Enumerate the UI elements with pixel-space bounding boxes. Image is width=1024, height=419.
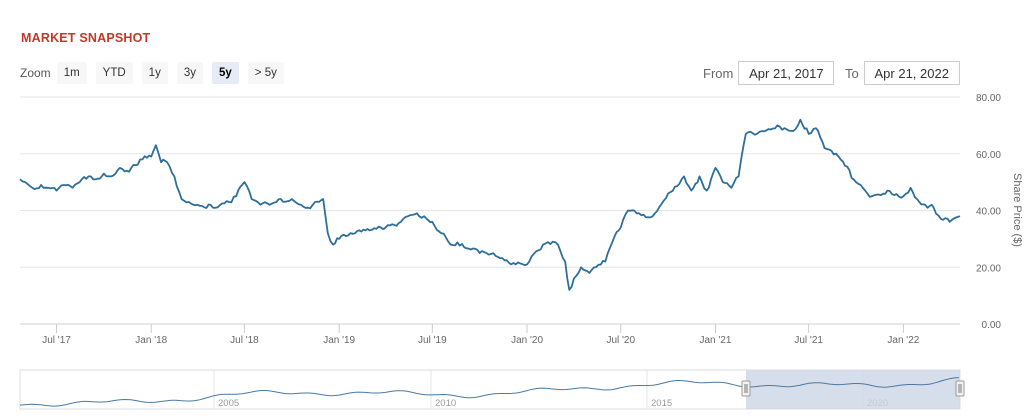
zoom-all-button[interactable]: > 5y — [247, 62, 284, 84]
zoom-5y-button[interactable]: 5y — [211, 62, 239, 84]
from-label: From — [703, 65, 734, 81]
navigator-tick-label: 2010 — [435, 398, 456, 409]
navigator[interactable]: 2005201020152020 — [19, 369, 965, 410]
navigator-selected-range — [746, 370, 960, 409]
x-tick-label: Jul '18 — [230, 335, 259, 346]
x-tick-label: Jan '22 — [887, 335, 919, 346]
share-price-line — [19, 118, 961, 291]
y-tick-label: 40.00 — [976, 207, 1001, 218]
to-date-input[interactable] — [863, 61, 960, 85]
to-label: To — [845, 65, 859, 81]
navigator-line — [19, 377, 960, 407]
y-axis: 0.00 20.00 40.00 60.00 80.00 — [976, 93, 1001, 331]
navigator-handle[interactable] — [741, 380, 751, 397]
x-tick-label: Jul '19 — [418, 335, 447, 346]
range-from: From — [703, 61, 835, 85]
x-tick-label: Jul '21 — [794, 335, 823, 346]
y-tick-label: 60.00 — [976, 150, 1001, 161]
x-tick-label: Jul '20 — [606, 335, 635, 346]
grid-lines — [20, 96, 960, 325]
x-tick-label: Jan '21 — [700, 335, 732, 346]
y-tick-label: 80.00 — [976, 93, 1001, 104]
y-axis-label: Share Price ($) — [1011, 173, 1023, 247]
x-tick-label: Jan '18 — [135, 335, 167, 346]
zoom-controls: Zoom 1m YTD 1y 3y 5y > 5y — [20, 62, 293, 84]
navigator-tick-label: 2005 — [218, 398, 239, 409]
zoom-3y-button[interactable]: 3y — [176, 62, 203, 84]
zoom-1y-button[interactable]: 1y — [141, 62, 168, 84]
x-tick-label: Jan '19 — [323, 335, 355, 346]
x-tick-label: Jul '17 — [42, 335, 71, 346]
zoom-label: Zoom — [20, 66, 51, 80]
navigator-tick-label: 2015 — [651, 398, 672, 409]
x-tick-label: Jan '20 — [511, 335, 543, 346]
from-date-input[interactable] — [738, 61, 835, 85]
page-title: MARKET SNAPSHOT — [21, 31, 151, 45]
zoom-1m-button[interactable]: 1m — [56, 62, 87, 84]
navigator-handle[interactable] — [955, 380, 965, 397]
zoom-ytd-button[interactable]: YTD — [95, 62, 133, 84]
range-to: To — [845, 61, 960, 85]
x-axis: Jul '17 Jan '18 Jul '18 Jan '19 Jul '19 Jan '… — [42, 324, 920, 346]
y-tick-label: 20.00 — [976, 263, 1001, 274]
y-tick-label: 0.00 — [982, 320, 1002, 331]
